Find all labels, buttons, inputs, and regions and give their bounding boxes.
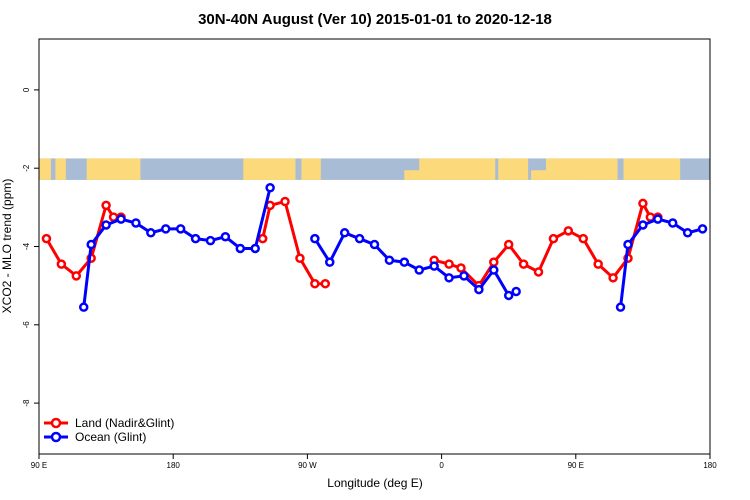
data-point-ocean (78, 302, 89, 312)
data-point-land (456, 263, 466, 273)
data-point-ocean (205, 235, 216, 246)
data-point-ocean (414, 265, 424, 275)
data-point-ocean (623, 239, 633, 250)
data-point-ocean (325, 257, 335, 267)
data-point-land (56, 259, 67, 269)
data-point-ocean (667, 218, 678, 228)
data-point-ocean (474, 284, 484, 295)
data-point-ocean (444, 273, 454, 283)
x-tick-label: 90 E (31, 461, 47, 470)
data-point-land (533, 267, 544, 277)
data-point-ocean (354, 233, 365, 244)
data-point-ocean (399, 257, 410, 267)
y-tick-label: -2 (22, 164, 31, 172)
legend-label-land: Land (Nadir&Glint) (75, 416, 174, 430)
map-land (55, 158, 66, 180)
series-layer (41, 183, 708, 312)
data-point-ocean (511, 286, 521, 297)
data-point-land (41, 233, 52, 244)
x-axis-label: Longitude (deg E) (327, 476, 422, 490)
data-point-ocean (697, 224, 708, 234)
map-land (86, 158, 141, 180)
data-point-ocean (653, 214, 663, 224)
map-land (404, 170, 430, 180)
x-tick-label: 90 E (568, 461, 584, 470)
data-point-ocean (101, 220, 111, 230)
map-land (39, 158, 51, 180)
series-line-ocean (313, 231, 517, 297)
data-point-land (310, 278, 320, 289)
data-point-ocean (459, 271, 469, 281)
legend-marker-ocean (50, 431, 62, 443)
data-point-land (608, 273, 618, 283)
data-point-ocean (220, 231, 231, 242)
data-point-ocean (339, 228, 350, 238)
data-point-land (563, 226, 574, 236)
legend-label-ocean: Ocean (Glint) (75, 430, 146, 444)
data-point-ocean (615, 302, 626, 312)
map-land (301, 158, 321, 180)
x-tick-label: 180 (703, 461, 717, 470)
data-point-ocean (131, 218, 141, 228)
data-point-ocean (250, 243, 260, 254)
series-ocean (78, 183, 708, 312)
data-point-land (101, 200, 111, 211)
data-point-ocean (146, 228, 156, 238)
data-point-ocean (682, 228, 693, 238)
data-point-ocean (86, 239, 96, 250)
data-point-land (503, 239, 514, 250)
x-tick-label: 0 (439, 461, 444, 470)
data-point-land (593, 259, 603, 269)
y-axis: 0 -2 -4 -6 -8 (22, 87, 39, 407)
data-point-ocean (503, 290, 514, 301)
data-point-ocean (160, 224, 171, 234)
data-point-land (518, 259, 529, 269)
data-point-ocean (190, 233, 201, 244)
map-land (623, 158, 681, 180)
data-point-ocean (384, 255, 395, 265)
legend-marker-land (50, 417, 62, 429)
y-axis-label: XCO2 - MLO trend (ppm) (0, 179, 14, 314)
map-land (244, 170, 263, 180)
data-point-land (578, 233, 589, 244)
data-point-ocean (638, 220, 648, 230)
data-point-land (257, 233, 268, 244)
y-tick-label: -8 (22, 399, 31, 407)
map-land (419, 158, 496, 180)
data-point-ocean (369, 239, 380, 250)
data-point-land (71, 271, 82, 281)
x-tick-label: 180 (167, 461, 181, 470)
y-tick-label: -6 (22, 321, 31, 329)
world-map-strip (39, 158, 710, 180)
data-point-ocean (310, 233, 320, 244)
x-axis: 90 E 180 90 W 0 90 E 180 (31, 454, 717, 470)
y-tick-label: 0 (22, 87, 31, 92)
legend: Land (Nadir&Glint)Ocean (Glint) (44, 416, 174, 444)
chart-title: 30N-40N August (Ver 10) 2015-01-01 to 20… (198, 11, 552, 28)
data-point-land (295, 253, 305, 263)
data-point-land (548, 233, 559, 244)
map-land (531, 170, 579, 180)
data-point-ocean (175, 224, 186, 234)
data-point-ocean (265, 183, 275, 193)
data-point-land (489, 257, 499, 267)
x-tick-label: 90 W (298, 461, 317, 470)
data-point-land (444, 259, 454, 269)
series-land (41, 196, 663, 291)
y-tick-label: -4 (22, 242, 31, 250)
data-point-ocean (489, 265, 499, 275)
data-point-ocean (235, 243, 246, 254)
map-land (498, 158, 529, 180)
data-point-land (320, 278, 331, 289)
data-point-land (280, 196, 290, 207)
data-point-land (638, 198, 648, 209)
data-point-ocean (429, 261, 439, 271)
data-point-ocean (116, 214, 126, 224)
